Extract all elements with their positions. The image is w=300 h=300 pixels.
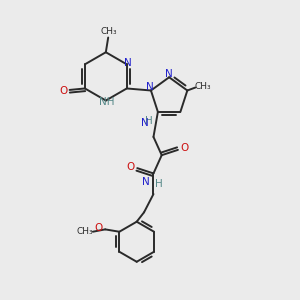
Text: N: N xyxy=(124,58,132,68)
Text: CH₃: CH₃ xyxy=(100,26,117,35)
Text: NH: NH xyxy=(99,97,114,107)
Text: N: N xyxy=(142,177,150,187)
Text: O: O xyxy=(94,223,103,233)
Text: CH₃: CH₃ xyxy=(194,82,211,91)
Text: N: N xyxy=(165,69,172,79)
Text: H: H xyxy=(145,116,153,126)
Text: H: H xyxy=(155,179,163,189)
Text: O: O xyxy=(59,85,67,95)
Text: O: O xyxy=(180,143,188,153)
Text: N: N xyxy=(141,118,149,128)
Text: CH₃: CH₃ xyxy=(76,227,93,236)
Text: O: O xyxy=(127,162,135,172)
Text: N: N xyxy=(146,82,154,92)
